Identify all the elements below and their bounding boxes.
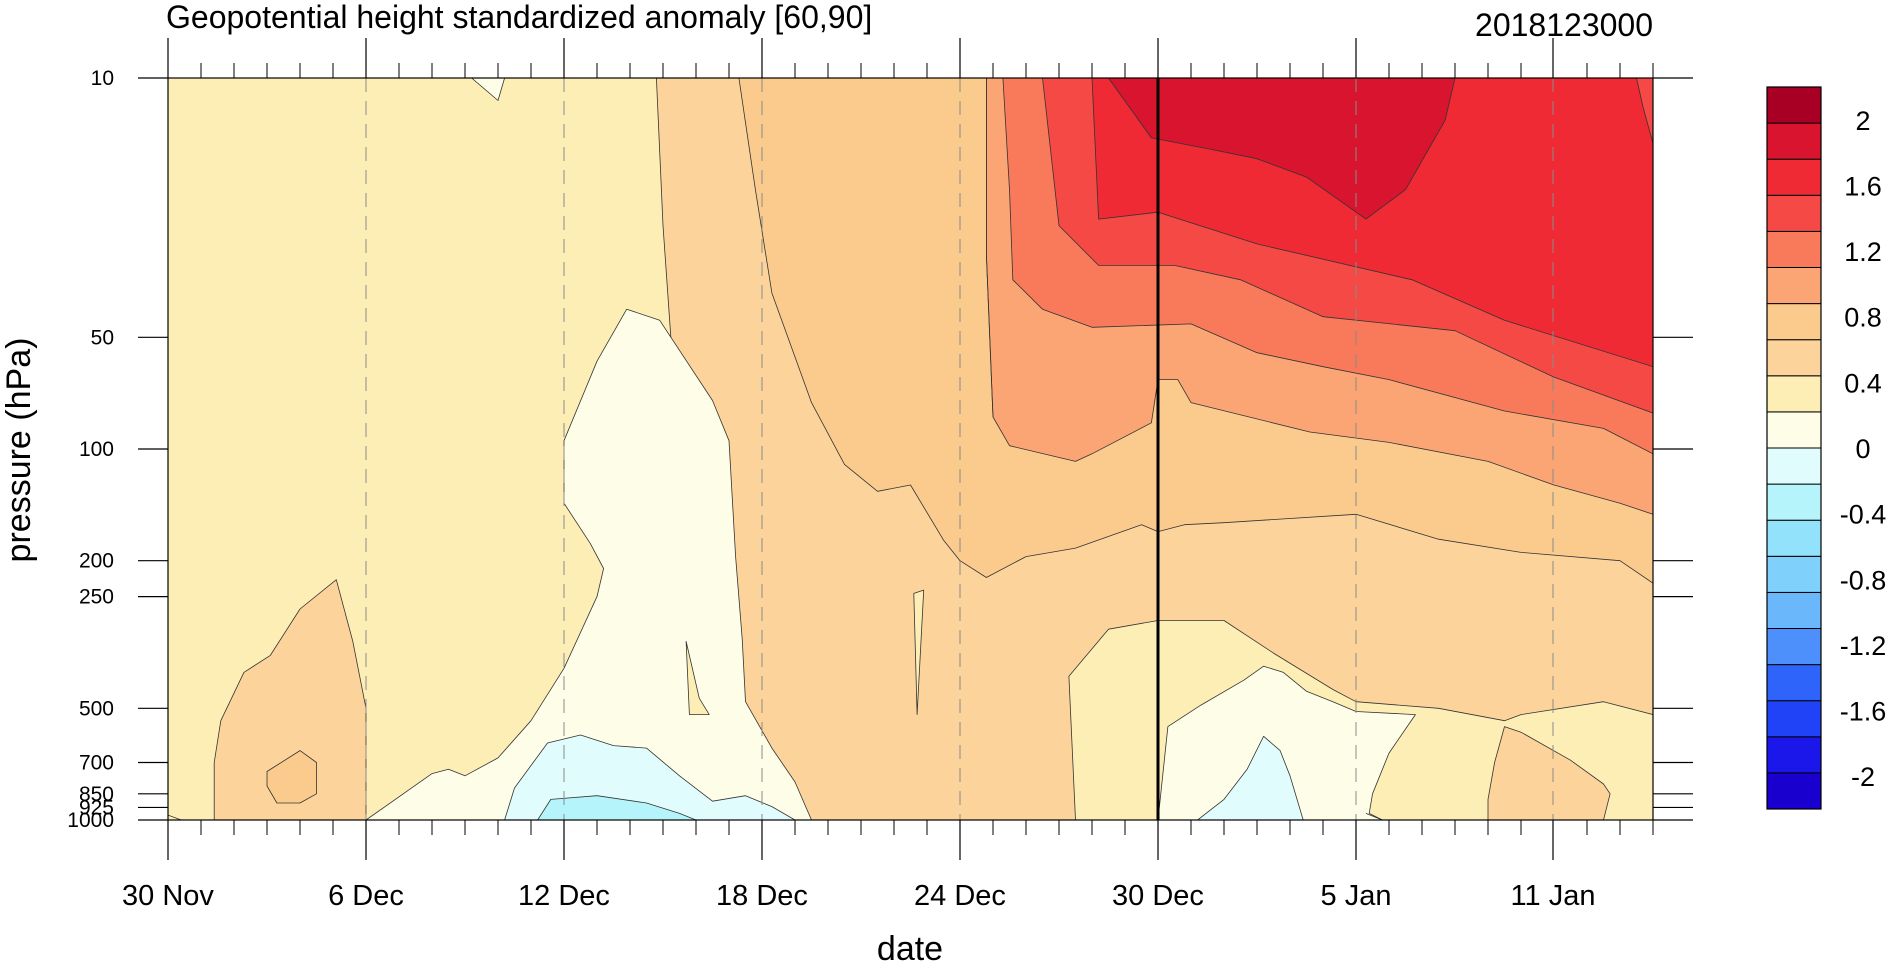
colorbar-frame: [1766, 86, 1822, 810]
x-tick-label: 30 Nov: [122, 880, 214, 912]
colorbar-box: [1766, 158, 1822, 196]
y-tick-label: 50: [91, 326, 114, 349]
contour-sliver-24dec: [913, 589, 925, 715]
y-tick-label: 100: [79, 438, 114, 461]
colorbar-label: -0.4: [1840, 500, 1887, 530]
date-stamp: 2018123000: [1475, 7, 1653, 43]
contour-line-1: [1365, 813, 1383, 820]
contour-cool-right-light: [1197, 735, 1304, 820]
x-tick-label: 18 Dec: [716, 880, 808, 912]
colorbar-box: [1766, 483, 1822, 521]
contour-line-0: [168, 814, 182, 820]
y-tick-label: 700: [79, 752, 114, 775]
y-tick-label: 925: [79, 796, 114, 819]
colorbar-label: 2: [1855, 106, 1870, 136]
y-axis-label: pressure (hPa): [0, 338, 38, 563]
colorbar-label: -0.8: [1840, 565, 1887, 595]
colorbar-box: [1766, 628, 1822, 666]
date-gridlines: [365, 78, 1554, 820]
colorbar-label: -1.6: [1840, 697, 1887, 727]
colorbar-box: [1766, 411, 1822, 449]
contour-warm-0.4-0.6-lowleft: [266, 750, 317, 804]
x-tick-label: 24 Dec: [914, 880, 1006, 912]
colorbar-box: [1766, 194, 1822, 232]
y-tick-label: 200: [79, 550, 114, 573]
colorbar-box: [1766, 772, 1822, 810]
colorbar-box: [1766, 736, 1822, 774]
colorbar: 2 1.6 1.2 0.8 0.4 0 -0.4 -0.8 -1.2 -1.6 -2: [1766, 86, 1887, 810]
axes: 30 Nov 6 Dec 12 Dec 18 Dec 24 Dec 30 Dec 5 Jan…: [67, 38, 1693, 912]
colorbar-label: 0.8: [1844, 303, 1882, 333]
colorbar-label: -2: [1851, 762, 1875, 792]
contour-cool-right: [1157, 665, 1416, 820]
x-tick-label: 6 Dec: [328, 880, 404, 912]
plot-area: [168, 78, 1653, 820]
colorbar-box: [1766, 591, 1822, 630]
colorbar-label: 1.2: [1844, 237, 1882, 267]
colorbar-box: [1766, 519, 1822, 557]
x-tick-label: 30 Dec: [1112, 880, 1204, 912]
x-tick-label: 12 Dec: [518, 880, 610, 912]
colorbar-label: 0.4: [1844, 368, 1882, 398]
colorbar-box: [1766, 86, 1822, 124]
colorbar-label: -1.2: [1840, 631, 1887, 661]
contour-warm-1.0-1.2-right-edge: [1636, 78, 1653, 144]
colorbar-box: [1766, 664, 1822, 702]
colorbar-box: [1766, 230, 1822, 268]
colorbar-label: 0: [1855, 434, 1870, 464]
y-tick-label: 500: [79, 697, 114, 720]
colorbar-box: [1766, 303, 1822, 341]
colorbar-box: [1766, 122, 1822, 160]
x-tick-label: 5 Jan: [1321, 880, 1392, 912]
contour-cool-center-mid: [537, 795, 697, 820]
contour-warm-1.4-1.6-top: [1108, 78, 1456, 220]
y-tick-label: 10: [91, 67, 114, 90]
colorbar-box: [1766, 700, 1822, 738]
y-tick-label: 1000: [67, 809, 114, 832]
colorbar-box: [1766, 375, 1822, 413]
contour-cool-18dec-sliver: [685, 641, 710, 715]
colorbar-box: [1766, 555, 1822, 593]
y-tick-label: 250: [79, 586, 114, 609]
contour-line-2: [986, 78, 994, 418]
contour-warm-0.2-0.4-lowright: [1487, 726, 1611, 820]
contour-cool-center: [365, 308, 812, 820]
colorbar-box: [1766, 267, 1822, 305]
x-tick-label: 11 Jan: [1511, 880, 1596, 912]
colorbar-box: [1766, 339, 1822, 377]
y-tick-label: 850: [79, 783, 114, 806]
x-axis-label: date: [877, 930, 943, 963]
colorbar-box: [1766, 447, 1822, 485]
contour-cool-top-tiny: [471, 78, 506, 101]
chart-title: Geopotential height standardized anomaly…: [166, 0, 872, 35]
colorbar-label: 1.6: [1844, 171, 1882, 201]
